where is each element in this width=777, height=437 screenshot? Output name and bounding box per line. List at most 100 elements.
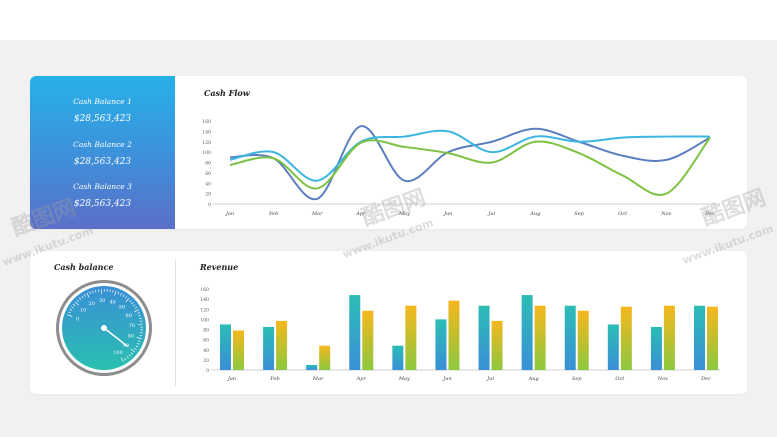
gauge-tick <box>112 290 114 293</box>
gauge-tick-label: 60 <box>126 313 132 319</box>
x-tick-label: Jun <box>442 376 451 382</box>
gauge-tick <box>114 290 117 296</box>
gauge-tick <box>133 309 139 313</box>
gauge-tick <box>126 356 129 359</box>
x-tick-label: Oct <box>615 376 625 382</box>
bar <box>349 295 361 370</box>
gauge-tick <box>95 289 97 293</box>
gauge-tick <box>92 290 94 294</box>
x-tick-label: Dec <box>700 376 711 382</box>
bar <box>276 320 288 370</box>
bar <box>491 320 503 370</box>
y-tick-label: 160 <box>200 287 209 293</box>
x-tick-label: Feb <box>268 211 278 217</box>
bar <box>263 326 275 370</box>
y-tick-label: 80 <box>205 161 211 167</box>
gauge-tick <box>134 306 138 309</box>
gauge-tick <box>124 296 127 299</box>
balance-value: $28,563,423 <box>73 199 132 209</box>
gauge-tick <box>79 297 82 300</box>
gauge-tick <box>130 348 135 353</box>
gauge-tick <box>69 308 73 311</box>
series-line <box>229 125 711 201</box>
x-tick-label: Jan <box>225 211 234 217</box>
gauge-tick <box>71 306 74 309</box>
y-tick-label: 140 <box>202 129 211 135</box>
x-tick-label: Sep <box>574 211 584 217</box>
gauge-tick <box>89 291 91 295</box>
y-tick-label: 100 <box>202 150 211 156</box>
x-tick-label: May <box>398 376 410 382</box>
gauge-tick <box>67 314 73 317</box>
gauge-tick <box>136 342 140 345</box>
series-line <box>229 129 711 182</box>
balance-label: Cash Balance 3 <box>73 182 132 191</box>
gauge-title: Cash balance <box>54 262 114 272</box>
gauge-needle <box>103 327 129 348</box>
y-tick-label: 160 <box>202 119 211 125</box>
x-tick-label: Dec <box>704 211 715 217</box>
bar <box>435 319 447 370</box>
bar <box>521 295 533 370</box>
x-tick-label: Nov <box>657 376 668 382</box>
bar <box>607 324 619 370</box>
y-tick-label: 60 <box>203 338 209 344</box>
y-tick-label: 20 <box>205 192 211 198</box>
cash-flow-chart: 0 20 40 60 80 100 120 140 160 Jan Feb Mar Apr May Jun J… <box>202 119 720 217</box>
gauge-tick <box>138 314 141 317</box>
y-tick-label: 40 <box>203 348 209 354</box>
gauge-tick <box>125 297 130 303</box>
balance-value: $28,563,423 <box>73 114 132 124</box>
gauge-tick-label: 80 <box>128 334 134 340</box>
y-tick-label: 140 <box>200 297 209 303</box>
revenue-card: Cash balance 0 10 20 30 40 50 60 70 80 90 100 Reve… <box>30 251 747 394</box>
balance-label: Cash Balance 1 <box>73 97 132 106</box>
gauge-tick-label: 20 <box>89 301 95 307</box>
x-tick-label: Apr <box>355 211 366 217</box>
gauge-tick <box>72 303 76 307</box>
revenue-title: Revenue <box>200 262 239 272</box>
bar <box>233 330 244 370</box>
bar <box>448 300 460 370</box>
gauge-tick-label: 10 <box>80 307 86 313</box>
x-tick-label: May <box>398 211 410 217</box>
y-tick-label: 0 <box>208 202 211 208</box>
x-tick-label: Oct <box>618 211 628 217</box>
x-tick-label: Aug <box>528 376 539 382</box>
gauge-tick <box>139 334 143 337</box>
gauge-tick-label: 50 <box>119 305 125 311</box>
bar <box>306 364 318 370</box>
x-tick-label: Feb <box>269 376 279 382</box>
gauge-tick-label: 40 <box>109 299 115 305</box>
y-tick-label: 80 <box>203 328 209 334</box>
gauge-tick-label: 0 <box>76 316 79 322</box>
y-tick-label: 20 <box>203 358 209 364</box>
x-tick-label: Aug <box>529 211 540 217</box>
bar <box>362 310 374 370</box>
gauge-tick <box>120 357 124 362</box>
bar <box>405 305 417 370</box>
gauge-tick <box>137 312 140 314</box>
gauge-tick <box>81 295 84 299</box>
gauge-tick <box>122 294 125 297</box>
series-line <box>229 136 711 196</box>
bar <box>564 305 576 370</box>
y-tick-label: 100 <box>200 317 209 323</box>
gauge-tick <box>76 299 80 302</box>
x-tick-label: Jul <box>486 376 494 382</box>
revenue-chart: 0 20 40 60 80 100 120 140 160 Jan Feb Mar Apr May Jun J… <box>200 287 720 382</box>
x-tick-label: Nov <box>660 211 671 217</box>
y-tick-label: 0 <box>206 368 209 374</box>
bar <box>663 305 675 370</box>
gauge-tick-label: 30 <box>99 298 105 304</box>
gauge-tick <box>128 354 131 357</box>
bar <box>534 305 546 370</box>
y-tick-label: 40 <box>205 181 211 187</box>
balance-label: Cash Balance 2 <box>73 140 132 149</box>
y-tick-label: 60 <box>205 171 211 177</box>
x-tick-label: Sep <box>572 376 582 382</box>
x-tick-label: Jul <box>487 211 495 217</box>
x-tick-label: Jan <box>227 376 236 382</box>
gauge-tick <box>120 293 122 296</box>
